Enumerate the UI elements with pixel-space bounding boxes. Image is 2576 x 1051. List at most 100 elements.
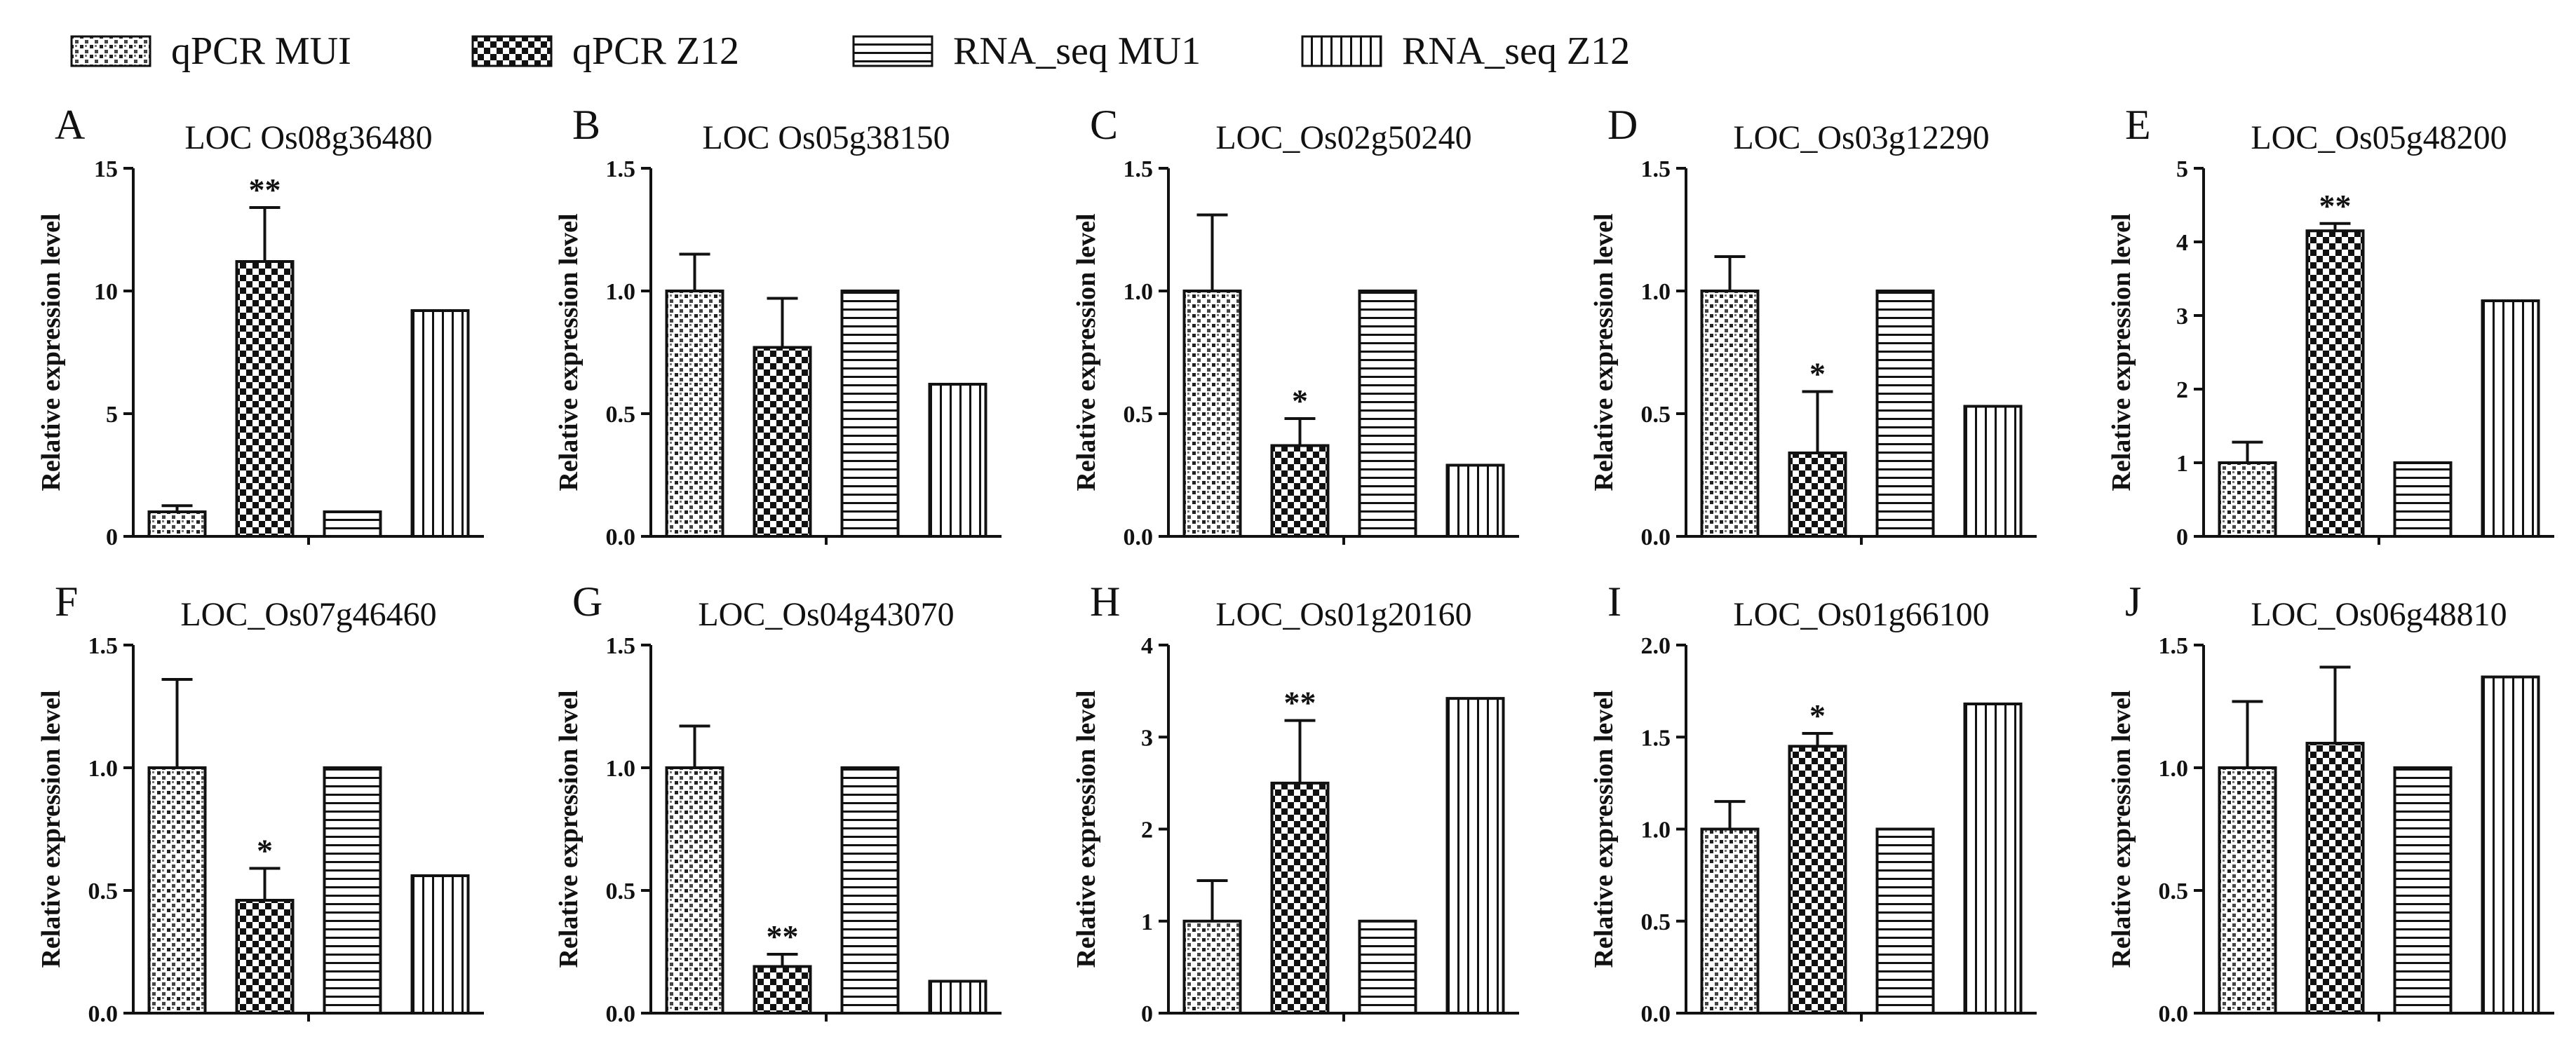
chart-panel-c: C LOC_Os02g50240 Relative expression level… (1072, 102, 1519, 550)
panel-letter: A (55, 102, 85, 148)
bar-2 (2305, 742, 2365, 1015)
y-tick-label: 1 (2176, 451, 2188, 477)
y-axis-label: Relative expression level (36, 213, 66, 491)
bar-2 (1270, 781, 1330, 1015)
panel-letter: J (2125, 578, 2141, 625)
bar-2 (2305, 229, 2365, 538)
bar-2 (1788, 452, 1847, 538)
bar-1 (1700, 827, 1760, 1015)
chart-panel-a: A LOC Os08g36480 Relative expression level… (36, 102, 484, 550)
y-axis-label: Relative expression level (1589, 213, 1619, 491)
bar-4 (1963, 703, 2023, 1015)
y-tick-label: 3 (1141, 725, 1153, 751)
legend-label: RNA_seq MU1 (953, 29, 1201, 73)
y-tick-label: 1.0 (1124, 279, 1154, 305)
bar-4 (928, 979, 987, 1015)
bar-2 (753, 965, 812, 1015)
y-tick-label: 1.5 (2159, 633, 2189, 659)
bar-1 (147, 510, 207, 538)
panel-title: LOC_Os07g46460 (180, 596, 436, 633)
legend-swatch-hlines (852, 35, 933, 67)
y-tick-label: 1.5 (88, 633, 119, 659)
legend-item-qpcr-z12: qPCR Z12 (471, 27, 739, 76)
y-tick-label: 0 (2176, 524, 2188, 550)
significance-label: * (1292, 383, 1308, 419)
y-tick-label: 2 (2176, 377, 2188, 403)
bar-3 (1875, 827, 1935, 1015)
y-tick-label: 0.5 (606, 402, 636, 428)
significance-label: ** (1284, 685, 1316, 721)
panel-title: LOC Os08g36480 (184, 119, 432, 156)
bar-3 (1358, 919, 1417, 1015)
bar-1 (147, 766, 207, 1015)
legend-label: qPCR Z12 (572, 29, 740, 73)
significance-label: * (257, 833, 273, 869)
y-tick-label: 1.0 (1641, 279, 1671, 305)
significance-label: ** (249, 172, 281, 208)
chart-panel-e: E LOC_Os05g48200 Relative expression level… (2107, 102, 2554, 550)
y-tick-label: 1.5 (606, 156, 636, 182)
bar-3 (2393, 766, 2453, 1015)
y-axis-label: Relative expression level (1072, 213, 1101, 491)
y-tick-label: 5 (106, 402, 118, 428)
significance-label: ** (767, 918, 799, 954)
legend-swatch-dots (70, 35, 151, 67)
y-tick-label: 2 (1141, 818, 1153, 843)
panel-letter: E (2125, 102, 2151, 148)
y-tick-label: 0 (106, 524, 118, 550)
y-tick-label: 0.0 (1641, 524, 1671, 550)
y-tick-label: 1.0 (88, 756, 119, 782)
panel-title: LOC_Os02g50240 (1215, 119, 1471, 156)
panel-letter: I (1607, 578, 1621, 625)
panel-title: LOC_Os01g20160 (1215, 596, 1471, 633)
y-tick-label: 0.5 (2159, 879, 2189, 904)
legend-item-rnaseq-z12: RNA_seq Z12 (1301, 27, 1630, 76)
panel-letter: B (572, 102, 600, 148)
legend-label: RNA_seq Z12 (1402, 29, 1631, 73)
y-tick-label: 0.0 (2159, 1001, 2189, 1027)
bar-3 (1358, 290, 1417, 538)
bar-1 (2218, 461, 2277, 538)
y-tick-label: 0.0 (606, 1001, 636, 1027)
y-tick-label: 1.5 (1641, 725, 1671, 751)
y-axis-label: Relative expression level (1072, 690, 1101, 968)
bar-4 (1445, 697, 1505, 1015)
bar-1 (665, 766, 724, 1015)
chart-grid: A LOC Os08g36480 Relative expression level… (36, 102, 2554, 1027)
y-axis-label: Relative expression level (1589, 690, 1619, 968)
bar-3 (1875, 290, 1935, 538)
chart-panel-f: F LOC_Os07g46460 Relative expression level… (36, 578, 484, 1027)
bar-4 (1445, 463, 1505, 538)
y-tick-label: 0.0 (1124, 524, 1154, 550)
legend-label: qPCR MUI (171, 29, 351, 73)
y-tick-label: 1.5 (606, 633, 636, 659)
panel-title: LOC_Os06g48810 (2251, 596, 2507, 633)
panel-letter: H (1090, 578, 1120, 625)
y-tick-label: 0.5 (1124, 402, 1154, 428)
bar-4 (1963, 405, 2023, 538)
chart-panel-d: D LOC_Os03g12290 Relative expression level… (1589, 102, 2037, 550)
panel-title: LOC_Os01g66100 (1733, 596, 1989, 633)
chart-panel-i: I LOC_Os01g66100 Relative expression level… (1589, 578, 2037, 1027)
y-tick-label: 0 (1141, 1001, 1153, 1027)
panel-title: LOC_Os03g12290 (1733, 119, 1989, 156)
bar-3 (323, 510, 382, 538)
y-tick-label: 1.0 (606, 279, 636, 305)
y-tick-label: 15 (94, 156, 118, 182)
y-tick-label: 0.5 (88, 879, 119, 904)
bar-1 (1182, 290, 1242, 538)
bar-3 (840, 766, 900, 1015)
y-tick-label: 0.0 (1641, 1001, 1671, 1027)
bar-2 (1270, 444, 1330, 538)
bar-4 (2481, 299, 2540, 538)
legend-item-rnaseq-mu1: RNA_seq MU1 (852, 27, 1201, 76)
bar-3 (323, 766, 382, 1015)
panel-title: LOC Os05g38150 (702, 119, 950, 156)
y-tick-label: 1.0 (2159, 756, 2189, 782)
y-axis-label: Relative expression level (2107, 213, 2136, 491)
y-tick-label: 4 (2176, 230, 2188, 256)
y-tick-label: 1.5 (1641, 156, 1671, 182)
chart-panel-g: G LOC_Os04g43070 Relative expression level… (554, 578, 1002, 1027)
significance-label: ** (2319, 188, 2352, 224)
y-tick-label: 3 (2176, 304, 2188, 330)
